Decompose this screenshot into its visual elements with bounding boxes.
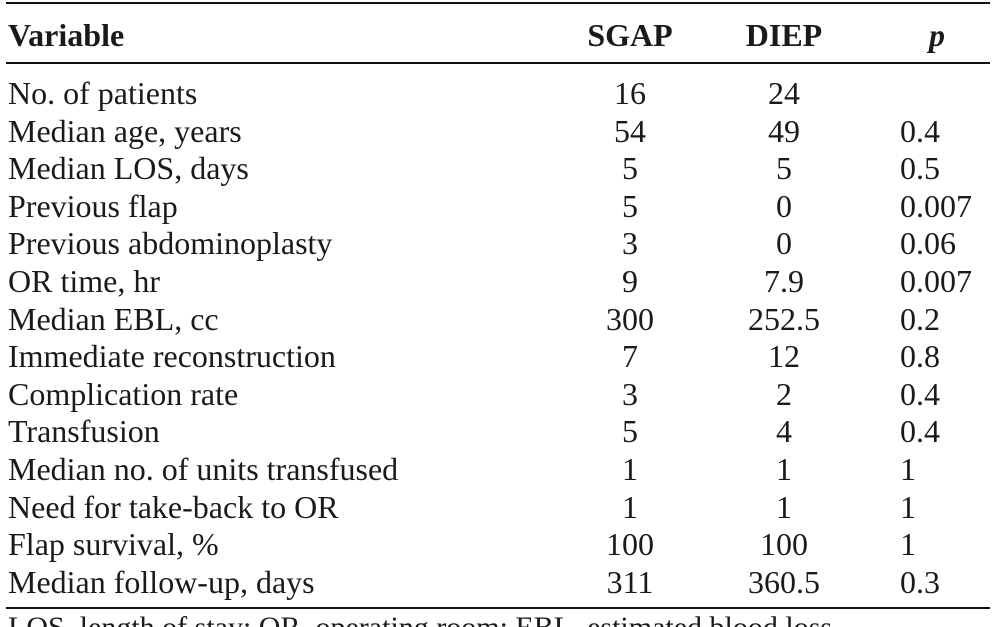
cell-value: 4 xyxy=(776,413,792,450)
cell-value: 1 xyxy=(900,451,916,487)
header-cell: Variable xyxy=(8,17,125,53)
row-label: Flap survival, % xyxy=(8,526,219,563)
header-cell: SGAP xyxy=(587,17,673,53)
cell-value: 5 xyxy=(776,150,792,187)
cell-value: 5 xyxy=(622,187,638,224)
row-label: Median LOS, days xyxy=(8,150,249,187)
row-label: Median no. of units transfused xyxy=(8,451,399,487)
cell-value: 0 xyxy=(776,187,792,224)
cell-value: 3 xyxy=(622,375,638,412)
cell-value: 1 xyxy=(776,488,792,525)
header-cell: DIEP xyxy=(745,17,823,53)
cell-value: 5 xyxy=(622,413,638,450)
cell-value: 3 xyxy=(622,225,638,262)
top-rule xyxy=(6,2,990,4)
row-label: Immediate reconstruction xyxy=(8,338,336,375)
row-label: Median age, years xyxy=(8,112,242,149)
cell-value: 0.4 xyxy=(900,413,940,450)
row-label: Median follow-up, days xyxy=(8,563,315,600)
cell-value: 24 xyxy=(768,75,800,111)
footnote: LOS, length of stay; OR, operating room;… xyxy=(8,610,840,627)
cell-value: 360.5 xyxy=(748,563,820,600)
cell-value: 54 xyxy=(614,112,646,149)
cell-value: 9 xyxy=(622,263,638,299)
cell-value: 0.3 xyxy=(900,563,940,600)
cell-value: 1 xyxy=(622,488,638,525)
header-cell: p xyxy=(929,17,945,53)
cell-value: 0.2 xyxy=(900,300,940,337)
cell-value: 0 xyxy=(776,225,792,262)
cell-value: 252.5 xyxy=(748,300,820,337)
cell-value: 5 xyxy=(622,150,638,187)
cell-value: 311 xyxy=(606,563,654,600)
cell-value: 100 xyxy=(760,526,808,563)
row-label: Previous abdominoplasty xyxy=(8,225,333,262)
cell-value: 1 xyxy=(622,451,638,487)
header-rule xyxy=(6,62,990,64)
cell-value: 49 xyxy=(768,112,800,149)
row-label: Transfusion xyxy=(8,413,160,450)
cell-value: 1 xyxy=(900,526,916,563)
cell-value: 0.007 xyxy=(900,263,972,299)
cell-value: 16 xyxy=(614,75,646,111)
row-label: Need for take-back to OR xyxy=(8,488,339,525)
cell-value: 0.4 xyxy=(900,112,940,149)
row-label: Complication rate xyxy=(8,375,239,412)
cell-value: 0.007 xyxy=(900,187,972,224)
cell-value: 0.5 xyxy=(900,150,940,187)
row-label: No. of patients xyxy=(8,75,198,111)
bottom-rule xyxy=(6,607,990,609)
cell-value: 300 xyxy=(606,300,654,337)
cell-value: 100 xyxy=(606,526,654,563)
cell-value: 7 xyxy=(622,338,638,375)
cell-value: 12 xyxy=(768,338,800,375)
row-label: OR time, hr xyxy=(8,263,160,299)
cell-value: 1 xyxy=(776,451,792,487)
cell-value: 0.06 xyxy=(900,225,956,262)
cell-value: 1 xyxy=(900,488,916,525)
cell-value: 0.4 xyxy=(900,375,940,412)
cell-value: 7.9 xyxy=(764,263,804,299)
cell-value: 0.8 xyxy=(900,338,940,375)
row-label: Median EBL, cc xyxy=(8,300,219,337)
row-label: Previous flap xyxy=(8,187,178,224)
cell-value: 2 xyxy=(776,375,792,412)
